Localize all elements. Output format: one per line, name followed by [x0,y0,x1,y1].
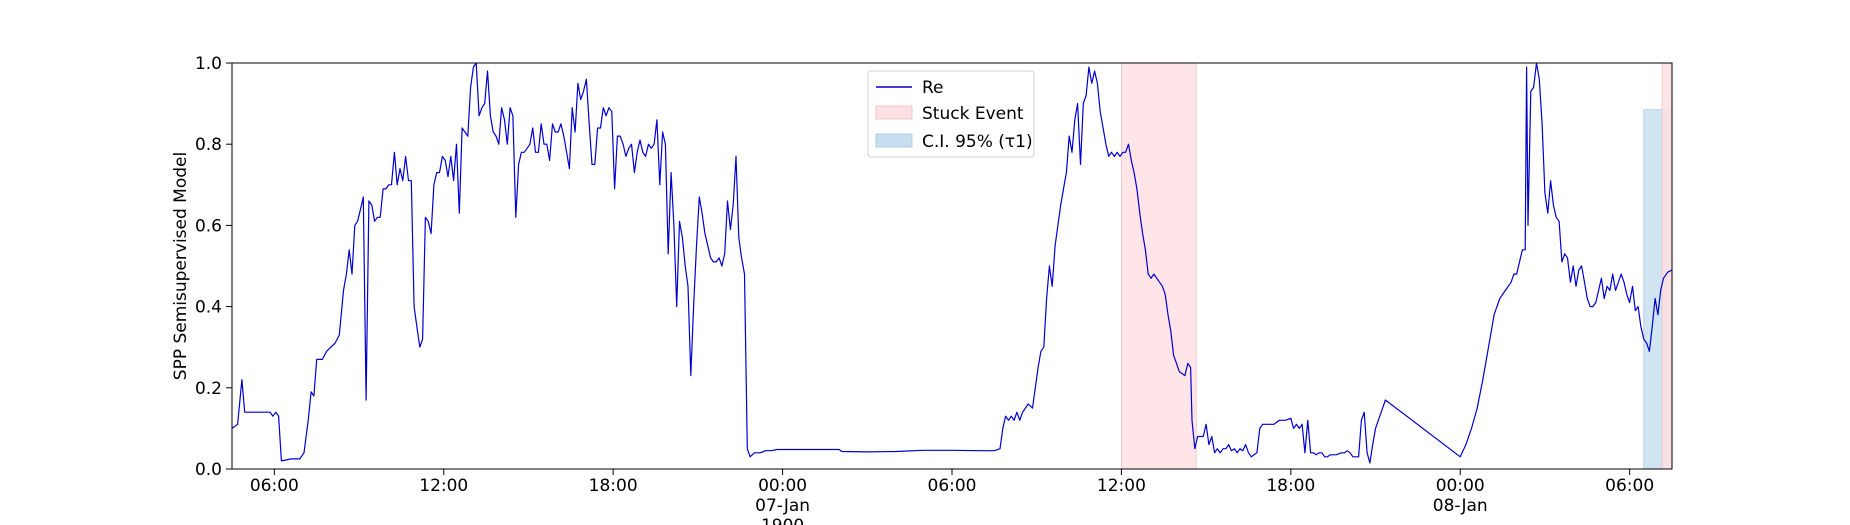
legend-label-ci-95: C.I. 95% (τ1) [922,132,1033,152]
y-tick-label: 0.8 [195,135,222,155]
x-tick-label: 12:00 [419,476,468,496]
y-tick-label: 0.6 [195,216,222,236]
y-axis-label: SPP Semisupervised Model [171,152,191,380]
legend-label-stuck-event: Stuck Event [922,104,1024,124]
x-tick-sublabel: 1900 [761,516,804,525]
shaded-region-stuck-event-0 [1121,62,1197,470]
x-axis: 06:0012:0018:0000:0007-Jan190006:0012:00… [250,469,1654,525]
x-tick-label: 06:00 [928,476,977,496]
y-tick-label: 0.2 [195,379,222,399]
shaded-region-stuck-event-2 [1661,62,1673,470]
x-tick-label: 06:00 [1605,476,1654,496]
x-tick-sublabel: 07-Jan [755,496,810,516]
y-axis: 0.0 0.2 0.4 0.6 0.8 1.0 [195,54,232,480]
x-tick-sublabel: 08-Jan [1433,496,1488,516]
legend-swatch-stuck-event [875,105,913,120]
legend: Re Stuck Event C.I. 95% (τ1) [867,70,1035,158]
x-tick-label: 18:00 [1266,476,1315,496]
x-tick-label: 00:00 [1436,476,1485,496]
y-tick-label: 0.0 [195,460,222,480]
x-tick-label: 18:00 [589,476,638,496]
legend-label-re: Re [922,78,944,98]
legend-swatch-ci-95 [875,133,913,148]
series-layer [231,62,1673,464]
x-tick-label: 12:00 [1097,476,1146,496]
y-tick-label: 0.4 [195,298,222,318]
x-tick-label: 00:00 [758,476,807,496]
x-tick-label: 06:00 [250,476,299,496]
series-line-re [231,62,1673,464]
y-tick-label: 1.0 [195,54,222,74]
